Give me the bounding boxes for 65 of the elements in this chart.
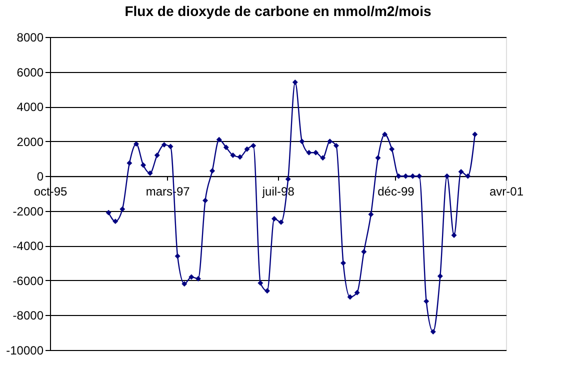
point	[389, 146, 395, 152]
point	[147, 170, 153, 176]
x-tick-label: déc-99	[378, 184, 415, 199]
point	[465, 173, 471, 179]
point	[451, 232, 457, 238]
point	[258, 280, 264, 286]
point	[202, 198, 208, 204]
y-tick-label: -4000	[12, 239, 44, 254]
point	[327, 138, 333, 144]
y-tick-label: 0	[36, 170, 44, 184]
point	[120, 206, 126, 212]
point	[340, 260, 346, 266]
point	[195, 276, 201, 282]
x-tick-label: avr-01	[489, 184, 524, 199]
point	[333, 142, 339, 148]
point	[250, 142, 256, 148]
point	[237, 154, 243, 160]
point	[168, 144, 174, 150]
point	[134, 141, 139, 147]
point	[306, 150, 312, 156]
point	[347, 294, 353, 300]
point	[424, 298, 430, 304]
point	[444, 173, 450, 179]
point	[264, 288, 270, 294]
point	[368, 212, 374, 218]
y-tick-label: 6000	[16, 65, 44, 80]
point	[244, 146, 250, 152]
point	[416, 173, 422, 179]
point	[112, 218, 118, 224]
y-tick-label: 2000	[16, 134, 44, 149]
y-tick-label: -8000	[12, 308, 44, 323]
point	[106, 210, 112, 216]
y-tick-label: 8000	[16, 30, 44, 44]
point	[126, 160, 132, 166]
point	[361, 249, 367, 254]
point	[458, 169, 464, 175]
point	[278, 219, 284, 225]
point	[174, 253, 180, 259]
point	[375, 155, 381, 161]
point	[210, 168, 216, 174]
point	[396, 173, 402, 179]
point	[216, 136, 222, 142]
point	[140, 162, 146, 168]
point	[285, 176, 291, 182]
point	[230, 152, 236, 158]
y-tick-label: -2000	[12, 204, 44, 218]
point	[188, 274, 194, 280]
point	[382, 132, 388, 138]
point	[299, 138, 305, 144]
chart-title: Flux de dioxyde de carbone en mmol/m2/mois	[124, 3, 432, 19]
point	[472, 132, 478, 138]
y-tick-label: -6000	[12, 274, 44, 288]
point	[223, 144, 229, 150]
point	[430, 329, 436, 334]
y-tick-label: 4000	[16, 100, 44, 114]
point	[437, 273, 443, 279]
y-tick-label: -10000	[6, 344, 44, 358]
point	[354, 290, 360, 296]
point	[292, 79, 298, 85]
point	[182, 281, 188, 287]
point	[154, 152, 160, 158]
point	[313, 150, 319, 156]
point	[161, 142, 167, 148]
point	[320, 155, 326, 161]
point	[272, 216, 277, 222]
